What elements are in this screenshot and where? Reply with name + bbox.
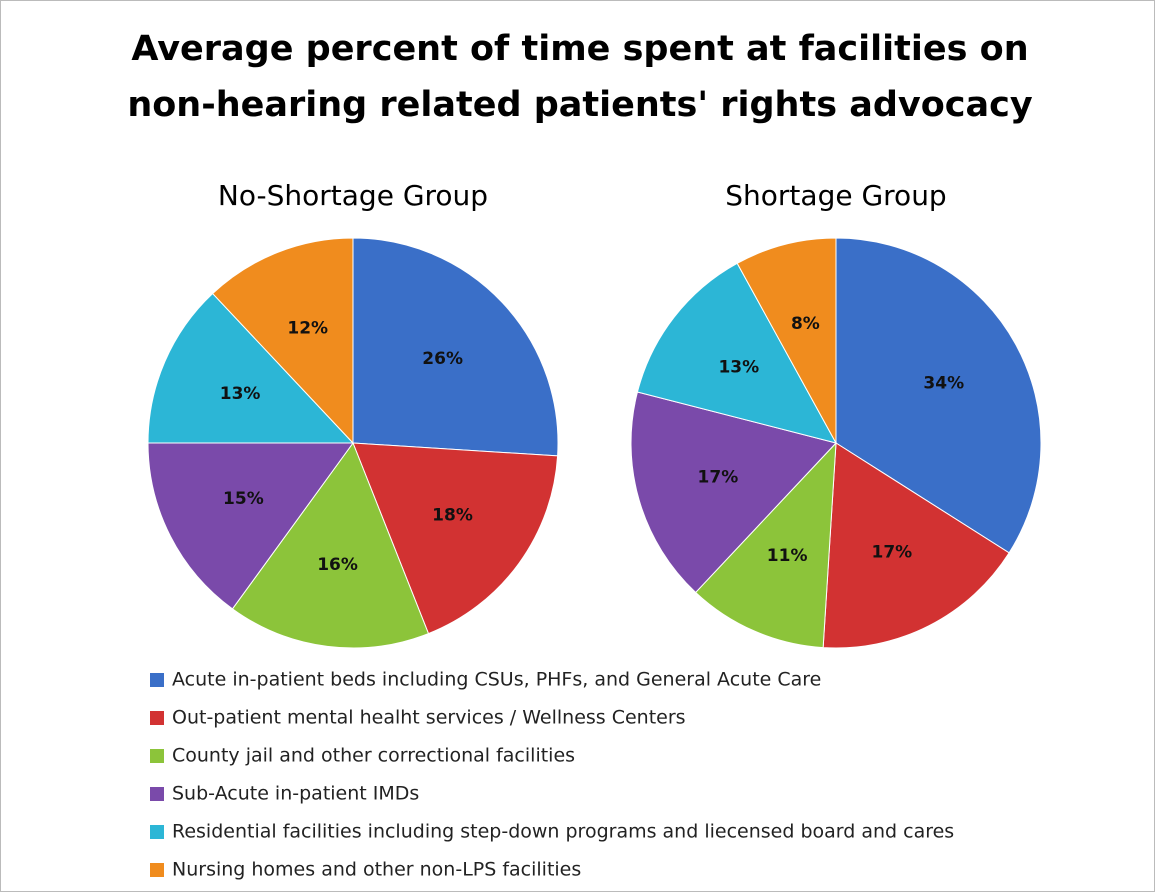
pie-slice — [630, 391, 837, 594]
data-label: 26% — [422, 349, 463, 369]
pie-slice — [147, 292, 355, 444]
pie-slice — [352, 237, 559, 457]
data-label: 12% — [287, 319, 328, 339]
legend-label: Sub-Acute in-patient IMDs — [172, 783, 419, 805]
data-label: 13% — [718, 358, 759, 378]
data-label: 17% — [698, 467, 739, 487]
legend-swatch — [150, 749, 164, 763]
data-label: 18% — [432, 505, 473, 525]
data-label: 13% — [220, 384, 261, 404]
data-label: 11% — [767, 546, 808, 566]
pie-slice — [736, 237, 837, 444]
pie-slice — [835, 237, 1042, 554]
legend-label: Out-patient mental healht services / Wel… — [172, 707, 686, 729]
legend-label: Residential facilities including step-do… — [172, 821, 954, 843]
pie-slice — [231, 441, 430, 649]
legend-swatch — [150, 787, 164, 801]
pie-slice — [147, 442, 354, 610]
pie-title: No-Shortage Group — [218, 179, 488, 212]
chart-title: non-hearing related patients' rights adv… — [127, 85, 1033, 125]
pie-slice — [822, 442, 1010, 649]
pie-slice — [211, 237, 354, 445]
legend-swatch — [150, 673, 164, 687]
data-label: 8% — [791, 314, 820, 334]
legend-swatch — [150, 863, 164, 877]
pie-title: Shortage Group — [725, 179, 946, 212]
pie-slice — [352, 442, 559, 635]
legend-label: County jail and other correctional facil… — [172, 745, 575, 767]
data-label: 15% — [223, 489, 264, 509]
legend-swatch — [150, 825, 164, 839]
pie-slice — [694, 441, 837, 649]
chart-title: Average percent of time spent at facilit… — [131, 29, 1028, 69]
data-label: 17% — [871, 543, 912, 563]
pie-slice — [636, 262, 837, 444]
legend-label: Nursing homes and other non-LPS faciliti… — [172, 859, 581, 881]
data-label: 34% — [923, 374, 964, 394]
legend-label: Acute in-patient beds including CSUs, PH… — [172, 669, 821, 691]
legend-swatch — [150, 711, 164, 725]
data-label: 16% — [317, 555, 358, 575]
